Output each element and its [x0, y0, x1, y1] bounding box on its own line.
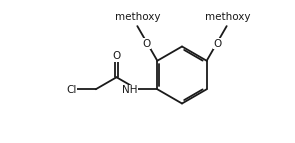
- Text: NH: NH: [122, 85, 137, 95]
- Text: O: O: [112, 51, 121, 61]
- Text: methoxy: methoxy: [114, 12, 160, 22]
- Text: O: O: [213, 39, 221, 49]
- Text: methoxy: methoxy: [205, 12, 250, 22]
- Text: Cl: Cl: [66, 85, 77, 95]
- Text: O: O: [143, 39, 151, 49]
